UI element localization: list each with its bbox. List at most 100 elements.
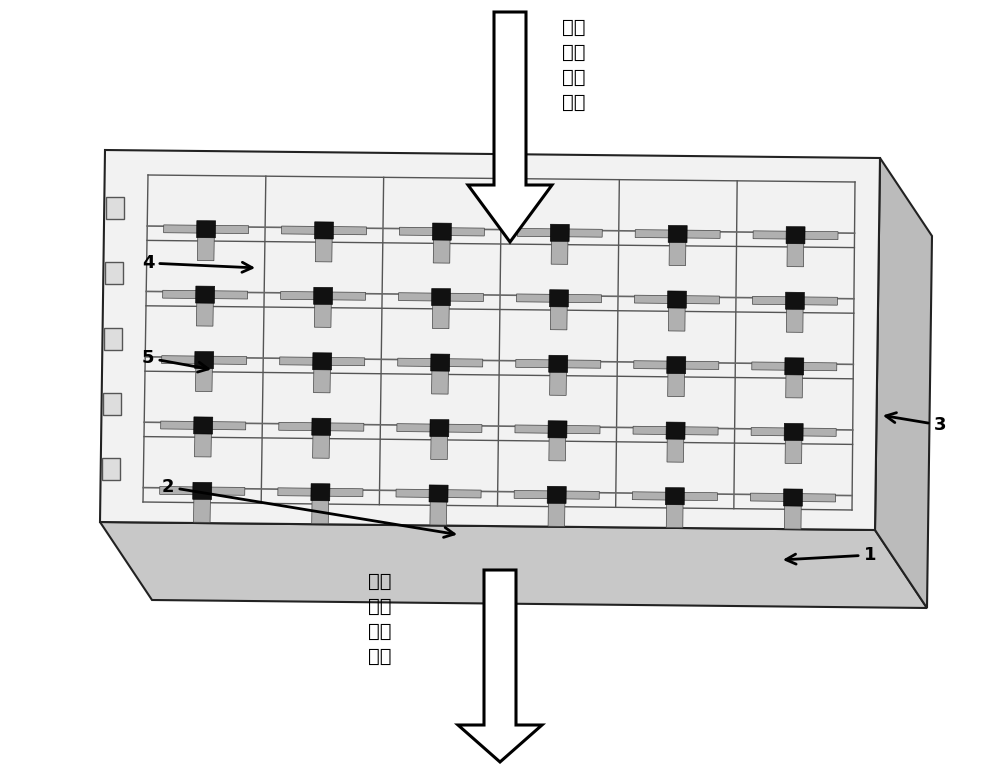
Polygon shape [313, 431, 330, 458]
Bar [103, 393, 120, 415]
Text: 4: 4 [142, 254, 252, 272]
Polygon shape [195, 364, 212, 391]
Polygon shape [398, 358, 483, 367]
Polygon shape [194, 494, 210, 522]
Polygon shape [550, 224, 569, 242]
Polygon shape [517, 294, 602, 303]
Polygon shape [784, 423, 803, 440]
Polygon shape [551, 236, 568, 264]
Polygon shape [549, 355, 568, 373]
Text: 5: 5 [142, 349, 208, 372]
Text: 空间
传播
太赫
兹波: 空间 传播 太赫 兹波 [562, 18, 586, 112]
Polygon shape [669, 238, 686, 266]
Polygon shape [549, 433, 566, 461]
Polygon shape [432, 367, 448, 394]
Polygon shape [666, 500, 683, 528]
Polygon shape [634, 295, 719, 304]
Polygon shape [753, 231, 838, 239]
Bar [106, 197, 124, 219]
Polygon shape [100, 150, 880, 530]
Bar [102, 458, 120, 480]
Polygon shape [312, 418, 331, 436]
Polygon shape [160, 487, 245, 495]
Text: 3: 3 [886, 412, 946, 434]
Polygon shape [195, 351, 214, 369]
Polygon shape [665, 487, 684, 505]
Polygon shape [430, 419, 449, 436]
Polygon shape [432, 301, 449, 329]
Polygon shape [750, 493, 836, 502]
Polygon shape [314, 300, 331, 327]
Text: 1: 1 [786, 546, 876, 564]
Polygon shape [468, 12, 552, 242]
Polygon shape [550, 367, 566, 395]
Polygon shape [281, 291, 366, 300]
Polygon shape [311, 484, 330, 501]
Polygon shape [635, 229, 720, 239]
Polygon shape [784, 501, 801, 529]
Polygon shape [783, 489, 803, 506]
Polygon shape [432, 288, 451, 305]
Polygon shape [667, 356, 686, 374]
Polygon shape [314, 288, 333, 305]
Polygon shape [752, 296, 837, 305]
Polygon shape [193, 482, 212, 500]
Polygon shape [785, 358, 804, 375]
Text: 被调
制的
太赫
兹波: 被调 制的 太赫 兹波 [368, 572, 392, 666]
Polygon shape [668, 369, 684, 397]
Polygon shape [634, 360, 719, 370]
Polygon shape [194, 417, 213, 434]
Polygon shape [517, 229, 602, 237]
Bar [104, 328, 122, 350]
Polygon shape [196, 286, 215, 303]
Polygon shape [162, 356, 247, 364]
Polygon shape [197, 233, 214, 260]
Bar [104, 262, 122, 284]
Polygon shape [632, 492, 717, 501]
Polygon shape [282, 226, 367, 235]
Polygon shape [194, 429, 211, 457]
Polygon shape [786, 370, 803, 398]
Polygon shape [666, 422, 685, 439]
Polygon shape [787, 239, 804, 267]
Polygon shape [278, 487, 363, 497]
Polygon shape [196, 298, 213, 326]
Polygon shape [430, 498, 447, 525]
Polygon shape [399, 293, 484, 301]
Polygon shape [433, 236, 450, 264]
Polygon shape [197, 221, 216, 238]
Polygon shape [432, 223, 451, 240]
Polygon shape [315, 234, 332, 262]
Polygon shape [313, 353, 332, 370]
Polygon shape [549, 290, 569, 307]
Polygon shape [429, 485, 448, 502]
Polygon shape [458, 570, 542, 762]
Polygon shape [785, 292, 804, 309]
Polygon shape [396, 489, 481, 498]
Polygon shape [633, 426, 718, 435]
Polygon shape [164, 225, 249, 233]
Polygon shape [163, 291, 248, 299]
Polygon shape [786, 305, 803, 332]
Polygon shape [547, 486, 566, 504]
Polygon shape [785, 436, 802, 463]
Polygon shape [751, 428, 836, 436]
Polygon shape [548, 498, 565, 526]
Polygon shape [431, 354, 450, 371]
Polygon shape [431, 432, 448, 460]
Polygon shape [514, 491, 599, 499]
Polygon shape [399, 227, 484, 236]
Polygon shape [786, 226, 805, 244]
Polygon shape [516, 360, 601, 368]
Polygon shape [515, 425, 600, 434]
Polygon shape [314, 365, 330, 393]
Polygon shape [667, 291, 687, 308]
Polygon shape [397, 424, 482, 432]
Polygon shape [100, 522, 927, 608]
Polygon shape [312, 496, 329, 524]
Polygon shape [280, 357, 365, 366]
Polygon shape [668, 303, 685, 331]
Polygon shape [161, 421, 246, 430]
Polygon shape [752, 362, 837, 370]
Polygon shape [550, 302, 567, 330]
